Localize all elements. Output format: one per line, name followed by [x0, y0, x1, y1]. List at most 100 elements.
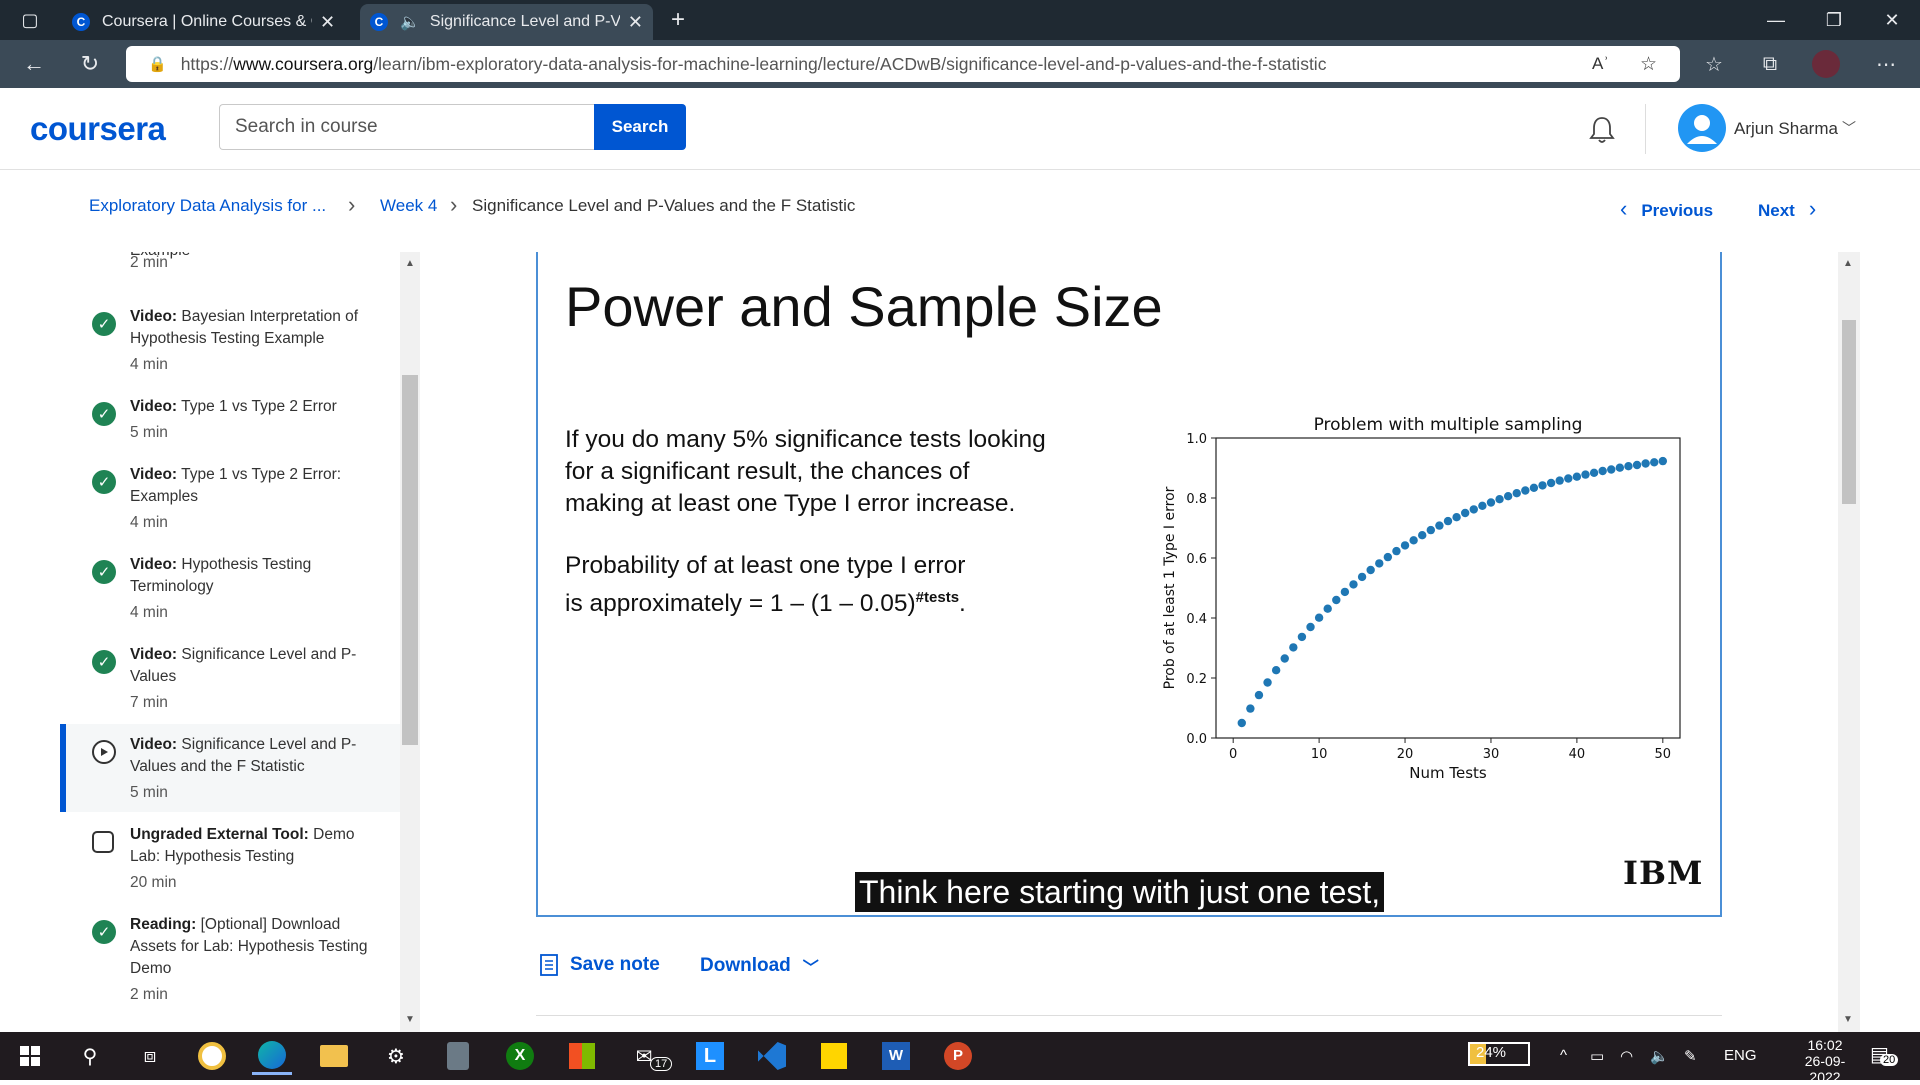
add-favorite-icon[interactable]: ☆ [1640, 53, 1658, 75]
clock-date: 26-09-2022 [1804, 1053, 1846, 1085]
volume-icon[interactable]: 🔈 [1650, 1048, 1669, 1065]
scroll-down-icon[interactable]: ▼ [405, 1014, 415, 1025]
read-aloud-icon[interactable]: Aʾ [1592, 54, 1609, 73]
clock[interactable]: 16:02 26-09-2022 [1790, 1037, 1860, 1085]
item-type: Reading: [130, 916, 197, 933]
previous-button[interactable]: ‹ Previous [1620, 196, 1713, 222]
chevron-left-icon: ‹ [1620, 196, 1628, 221]
search-button[interactable]: Search [594, 104, 686, 150]
data-point [1572, 472, 1582, 481]
data-point [1400, 541, 1410, 550]
chart-x-label: Num Tests [1409, 764, 1487, 782]
data-point [1469, 505, 1478, 514]
y-tick-label: 0.0 [1186, 732, 1207, 747]
url-scheme: https:// [180, 53, 234, 74]
data-point [1280, 654, 1289, 663]
slide-line: If you do many 5% significance tests loo… [565, 426, 1046, 453]
lock-icon: 🔒 [148, 56, 167, 73]
tab-actions-icon[interactable]: ▢ [21, 9, 39, 30]
data-point [1658, 456, 1668, 466]
launcher-app-icon[interactable]: L [690, 1037, 730, 1075]
data-point [1392, 546, 1401, 556]
data-point [1383, 552, 1393, 562]
mail-icon[interactable]: ✉ 17 [624, 1037, 673, 1075]
task-view-icon[interactable]: ⧈ [143, 1044, 157, 1067]
user-name[interactable]: Arjun Sharma [1734, 119, 1838, 138]
store-icon[interactable] [562, 1037, 602, 1075]
battery-indicator[interactable]: 24% [1468, 1042, 1530, 1066]
pen-icon[interactable]: ✎ [1684, 1048, 1697, 1065]
wifi-icon[interactable]: ◠ [1620, 1048, 1634, 1065]
ibm-logo: IBM [1623, 854, 1704, 892]
media-app-icon[interactable] [192, 1037, 232, 1075]
user-avatar-icon [1687, 115, 1717, 144]
multiple-sampling-chart: Problem with multiple sampling 0 10 20 30 40… [1162, 415, 1681, 782]
data-point [1546, 478, 1556, 488]
display-icon[interactable]: ▭ [1590, 1048, 1605, 1065]
x-tick-label: 0 [1229, 747, 1237, 762]
tab-coursera-home[interactable]: C Coursera | Online Courses & Cre ✕ [62, 4, 345, 40]
edge-browser-icon[interactable] [252, 1037, 292, 1075]
sidebar-item-title: Type 1 vs Type 2 Error: Examples [130, 466, 342, 505]
restore-icon[interactable]: ❐ [1825, 9, 1843, 30]
word-icon[interactable]: W [876, 1037, 916, 1075]
new-tab-icon[interactable]: + [670, 6, 685, 33]
data-point [1521, 486, 1530, 495]
chart-plot-area [1215, 437, 1681, 739]
address-bar[interactable]: 🔒 https://www.coursera.org/learn/ibm-exp… [126, 46, 1680, 82]
data-point [1237, 718, 1246, 728]
notifications-icon[interactable]: ▤ 20 [1870, 1042, 1899, 1067]
close-tab-icon[interactable]: ✕ [320, 11, 336, 32]
scroll-down-icon[interactable]: ▼ [1843, 1014, 1853, 1025]
vscode-icon[interactable] [752, 1037, 792, 1075]
tab-current-lecture[interactable]: C 🔈 Significance Level and P-Val ✕ [360, 4, 654, 40]
breadcrumb-lecture: Significance Level and P-Values and the … [472, 196, 856, 215]
profile-icon[interactable] [1808, 48, 1844, 80]
avatar[interactable] [1678, 104, 1726, 152]
scroll-up-icon[interactable]: ▲ [405, 258, 415, 269]
show-hidden-icons-icon[interactable]: ^ [1560, 1047, 1568, 1064]
back-icon[interactable]: ← [23, 51, 45, 76]
item-type: Video: [130, 556, 178, 573]
calculator-icon[interactable] [438, 1037, 478, 1075]
search-input[interactable]: Search in course [219, 104, 595, 150]
notification-bell-icon[interactable] [1586, 114, 1618, 146]
url-domain: www.coursera.org [233, 53, 374, 74]
refresh-icon[interactable]: ↻ [80, 51, 100, 76]
sidebar-scrollbar-thumb[interactable] [402, 375, 418, 745]
data-point [1512, 489, 1521, 498]
close-tab-icon[interactable]: ✕ [627, 11, 644, 32]
sticky-notes-icon[interactable] [814, 1037, 854, 1075]
more-options-icon[interactable]: ⋯ [1876, 53, 1896, 76]
download-button[interactable]: Download ﹀ [700, 954, 819, 978]
save-note-label: Save note [570, 954, 660, 975]
file-explorer-icon[interactable] [314, 1037, 354, 1075]
save-note-button[interactable]: Save note [540, 954, 660, 976]
favorites-icon[interactable]: ☆ [1705, 53, 1723, 76]
battery-percent: 24% [1476, 1044, 1507, 1061]
settings-icon[interactable]: ⚙ [387, 1045, 405, 1068]
breadcrumb-course[interactable]: Exploratory Data Analysis for ... [89, 196, 327, 215]
search-icon[interactable]: ⚲ [82, 1045, 98, 1068]
speaker-icon[interactable]: 🔈 [400, 14, 420, 31]
collections-icon[interactable]: ⧉ [1762, 52, 1778, 75]
main-scrollbar-thumb[interactable] [1842, 320, 1856, 504]
language-indicator[interactable]: ENG [1724, 1047, 1757, 1064]
windows-start-icon[interactable] [10, 1037, 50, 1075]
video-player[interactable] [536, 252, 1722, 917]
xbox-icon[interactable]: X [500, 1037, 540, 1075]
slide-line: making at least one Type I error increas… [565, 490, 1016, 517]
breadcrumb-week[interactable]: Week 4 [380, 196, 438, 215]
scroll-up-icon[interactable]: ▲ [1843, 258, 1853, 269]
next-button[interactable]: Next › [1758, 196, 1816, 222]
search-placeholder: Search in course [235, 116, 378, 137]
chevron-right-icon: › [348, 192, 356, 217]
item-type: Ungraded External Tool: [130, 826, 309, 843]
close-window-icon[interactable]: ✕ [1884, 9, 1900, 30]
coursera-logo[interactable]: coursera [30, 110, 166, 147]
minimize-icon[interactable]: — [1767, 9, 1785, 30]
completed-check-icon: ✓ [92, 560, 116, 584]
chevron-down-icon[interactable]: ﹀ [1842, 120, 1856, 136]
data-point [1246, 704, 1255, 713]
powerpoint-icon[interactable]: P [938, 1037, 978, 1075]
